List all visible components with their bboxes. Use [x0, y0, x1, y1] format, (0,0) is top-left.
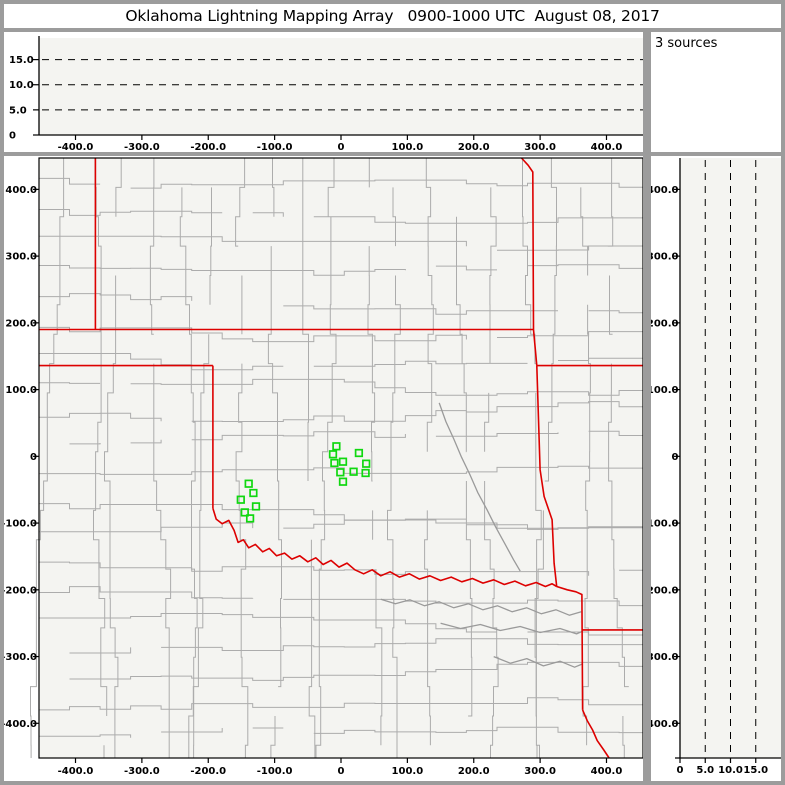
plan-view-map-plot[interactable]: 400.0 300.0 200.0 100.0 0 -100.0 -200.0 -300.0 -… — [4, 156, 643, 781]
svg-text:0: 0 — [672, 452, 679, 463]
source-count-label: 3 sources — [655, 36, 718, 51]
svg-text:200.0: 200.0 — [5, 318, 37, 329]
ns-altitude-plot[interactable]: 400.0 300.0 200.0 100.0 0 -100.0 -200.0 -300.0 -… — [651, 156, 781, 781]
svg-text:0: 0 — [677, 765, 684, 776]
svg-text:5.0: 5.0 — [696, 765, 714, 776]
svg-text:-400.0: -400.0 — [4, 719, 37, 730]
state-borders-layer — [39, 157, 643, 759]
svg-text:-200.0: -200.0 — [190, 766, 226, 777]
svg-text:300.0: 300.0 — [651, 252, 679, 263]
panel-source-count: 3 sources — [651, 32, 781, 152]
svg-text:-400.0: -400.0 — [651, 719, 679, 730]
svg-text:-300.0: -300.0 — [124, 142, 160, 152]
svg-text:100.0: 100.0 — [392, 766, 424, 777]
svg-text:0: 0 — [30, 452, 37, 463]
svg-text:400.0: 400.0 — [651, 185, 679, 196]
svg-text:-100.0: -100.0 — [651, 519, 679, 530]
svg-text:5.0: 5.0 — [9, 105, 27, 116]
svg-text:0: 0 — [338, 766, 345, 777]
svg-text:-200.0: -200.0 — [651, 585, 679, 596]
svg-text:200.0: 200.0 — [458, 142, 490, 152]
svg-text:300.0: 300.0 — [524, 766, 556, 777]
county-lines-layer — [30, 158, 643, 759]
svg-text:400.0: 400.0 — [5, 185, 37, 196]
svg-text:-300.0: -300.0 — [124, 766, 160, 777]
svg-text:-300.0: -300.0 — [651, 652, 679, 663]
svg-text:-200.0: -200.0 — [190, 142, 226, 152]
svg-text:100.0: 100.0 — [5, 385, 37, 396]
river-lines-layer — [380, 402, 583, 668]
svg-text:200.0: 200.0 — [651, 318, 679, 329]
window-title: Oklahoma Lightning Mapping Array 0900-10… — [125, 7, 660, 25]
svg-text:100.0: 100.0 — [651, 385, 679, 396]
svg-text:-100.0: -100.0 — [257, 142, 293, 152]
svg-text:100.0: 100.0 — [392, 142, 424, 152]
svg-text:-300.0: -300.0 — [4, 652, 37, 663]
svg-text:-400.0: -400.0 — [58, 142, 94, 152]
svg-text:-400.0: -400.0 — [58, 766, 94, 777]
svg-text:0: 0 — [338, 142, 345, 152]
svg-text:300.0: 300.0 — [524, 142, 556, 152]
panel-altitude-vs-east-west[interactable]: 0 5.0 10.0 15.0 -400.0 -300.0 -200.0 -100.0 0 100… — [4, 32, 643, 152]
station-markers-layer — [236, 442, 371, 523]
ew-altitude-plot[interactable]: 0 5.0 10.0 15.0 -400.0 -300.0 -200.0 -100.0 0 100… — [4, 32, 643, 152]
svg-text:15.0: 15.0 — [9, 55, 34, 66]
svg-text:10.0: 10.0 — [718, 765, 743, 776]
svg-text:-200.0: -200.0 — [4, 585, 37, 596]
svg-text:-100.0: -100.0 — [257, 766, 293, 777]
title-bar[interactable]: Oklahoma Lightning Mapping Array 0900-10… — [4, 4, 781, 28]
svg-text:400.0: 400.0 — [591, 766, 623, 777]
panel-altitude-vs-north-south[interactable]: 400.0 300.0 200.0 100.0 0 -100.0 -200.0 -300.0 -… — [651, 156, 781, 781]
panel-plan-view-map[interactable]: 400.0 300.0 200.0 100.0 0 -100.0 -200.0 -300.0 -… — [4, 156, 643, 781]
svg-text:10.0: 10.0 — [9, 80, 34, 91]
svg-text:-100.0: -100.0 — [4, 519, 37, 530]
svg-text:15.0: 15.0 — [743, 765, 768, 776]
svg-text:200.0: 200.0 — [458, 766, 490, 777]
svg-text:0: 0 — [9, 131, 16, 142]
svg-text:300.0: 300.0 — [5, 252, 37, 263]
svg-text:400.0: 400.0 — [591, 142, 623, 152]
